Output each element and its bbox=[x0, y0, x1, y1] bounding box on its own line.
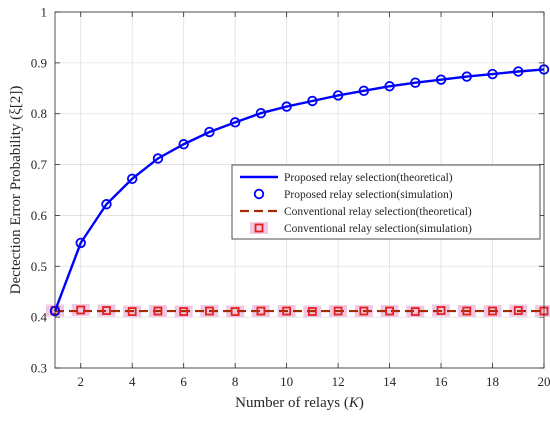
x-tick-label: 6 bbox=[180, 374, 187, 389]
y-tick-label: 0.6 bbox=[31, 208, 48, 223]
x-tick-label: 2 bbox=[77, 374, 84, 389]
x-tick-label: 10 bbox=[280, 374, 293, 389]
x-tick-label: 16 bbox=[435, 374, 449, 389]
legend-label: Conventional relay selection(simulation) bbox=[284, 223, 472, 235]
y-tick-label: 0.5 bbox=[31, 259, 47, 274]
x-tick-label: 14 bbox=[383, 374, 397, 389]
y-tick-label: 0.4 bbox=[31, 310, 48, 325]
x-axis-label: Number of relays (K) bbox=[235, 395, 364, 411]
y-tick-label: 0.9 bbox=[31, 55, 47, 70]
legend-label: Proposed relay selection(simulation) bbox=[284, 189, 453, 201]
x-tick-label: 18 bbox=[486, 374, 499, 389]
y-axis-label: Dectection Error Probability (ξ[2]) bbox=[8, 86, 24, 295]
legend: Proposed relay selection(theoretical) Pro… bbox=[232, 165, 540, 239]
legend-label: Proposed relay selection(theoretical) bbox=[284, 172, 453, 184]
x-tick-label: 8 bbox=[232, 374, 239, 389]
legend-label: Conventional relay selection(theoretical… bbox=[284, 206, 472, 218]
x-tick-label: 4 bbox=[129, 374, 136, 389]
x-tick-label: 12 bbox=[332, 374, 345, 389]
y-tick-label: 0.3 bbox=[31, 361, 47, 376]
y-tick-label: 1 bbox=[41, 5, 48, 20]
y-tick-label: 0.8 bbox=[31, 106, 47, 121]
y-tick-label: 0.7 bbox=[31, 157, 48, 172]
x-tick-label: 20 bbox=[538, 374, 550, 389]
